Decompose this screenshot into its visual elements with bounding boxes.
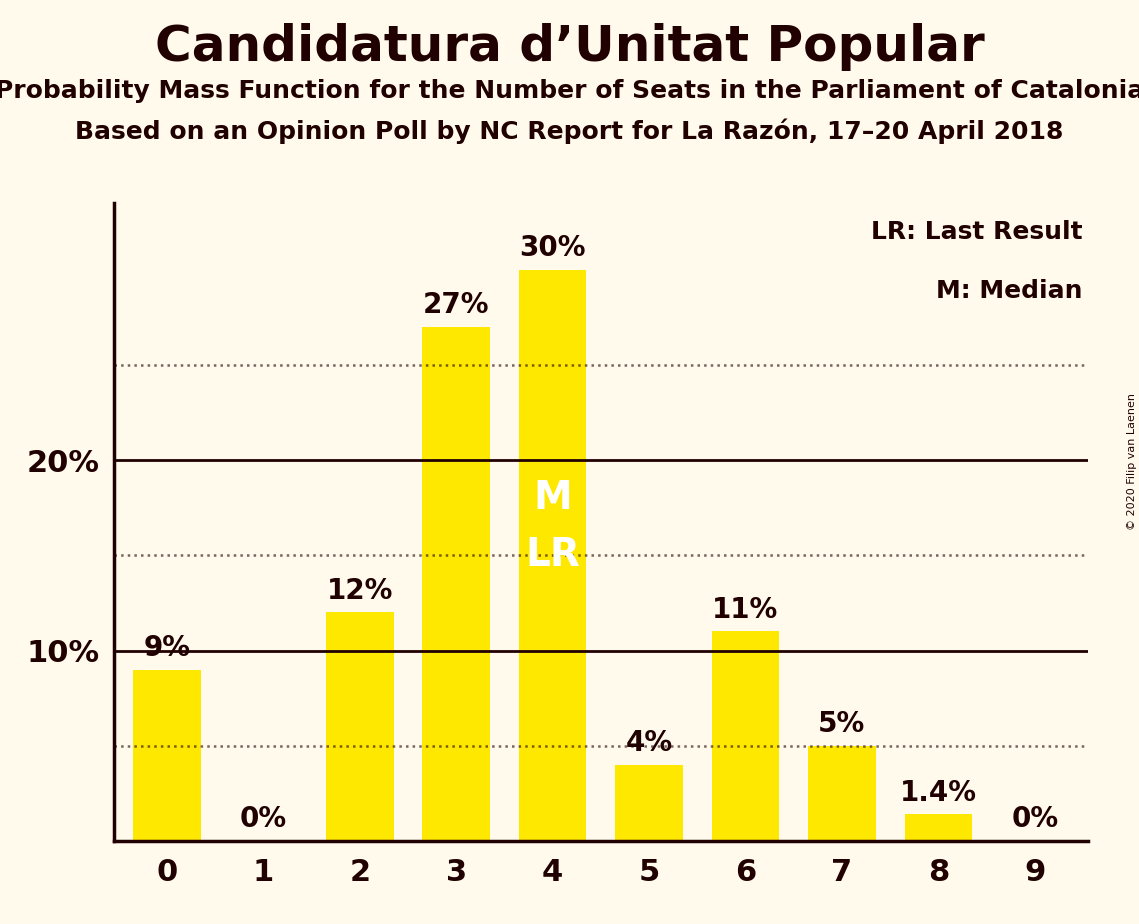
Text: M: Median: M: Median <box>936 279 1083 303</box>
Text: © 2020 Filip van Laenen: © 2020 Filip van Laenen <box>1126 394 1137 530</box>
Text: 12%: 12% <box>327 577 393 605</box>
Text: 30%: 30% <box>519 235 585 262</box>
Text: LR: LR <box>525 536 580 575</box>
Text: LR: Last Result: LR: Last Result <box>871 221 1083 245</box>
Bar <box>904 814 972 841</box>
Text: 27%: 27% <box>423 291 490 320</box>
Text: 4%: 4% <box>625 729 673 757</box>
Bar <box>133 670 200 841</box>
Bar <box>519 270 587 841</box>
Bar <box>809 746 876 841</box>
Bar <box>423 327 490 841</box>
Text: 9%: 9% <box>144 634 190 662</box>
Text: 5%: 5% <box>818 710 866 738</box>
Text: 0%: 0% <box>1011 805 1058 833</box>
Text: 1.4%: 1.4% <box>900 779 977 807</box>
Bar <box>326 613 393 841</box>
Text: 11%: 11% <box>712 596 779 624</box>
Text: M: M <box>533 480 572 517</box>
Bar <box>712 631 779 841</box>
Text: 0%: 0% <box>240 805 287 833</box>
Bar <box>615 765 682 841</box>
Text: Candidatura d’Unitat Popular: Candidatura d’Unitat Popular <box>155 23 984 71</box>
Text: Based on an Opinion Poll by NC Report for La Razón, 17–20 April 2018: Based on an Opinion Poll by NC Report fo… <box>75 118 1064 144</box>
Text: Probability Mass Function for the Number of Seats in the Parliament of Catalonia: Probability Mass Function for the Number… <box>0 79 1139 103</box>
